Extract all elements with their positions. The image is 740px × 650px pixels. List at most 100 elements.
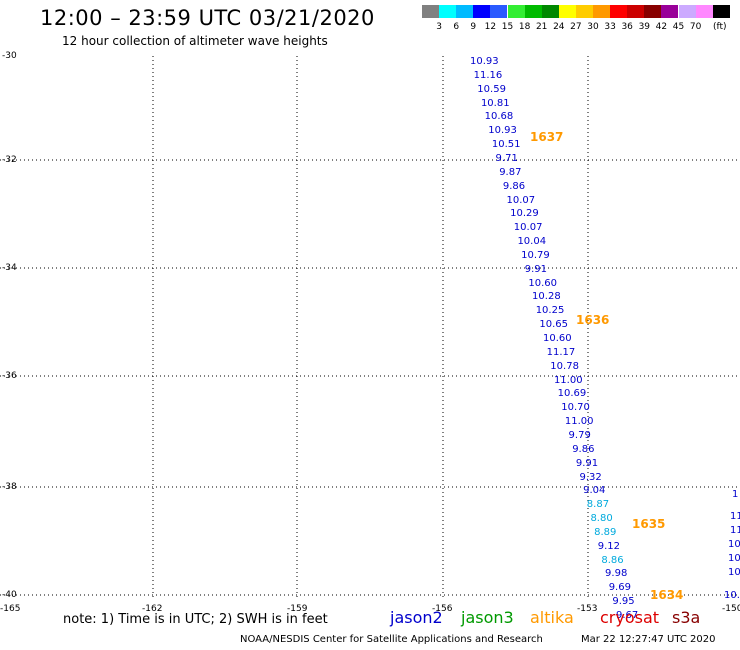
color-swatch: [422, 5, 439, 18]
wave-height-value: 10.25: [535, 305, 565, 317]
edge-wave-value: 1: [732, 489, 739, 500]
color-scale-tick: 33: [604, 22, 616, 32]
wave-height-value: 10.07: [506, 194, 536, 206]
color-scale-tick: 27: [570, 22, 582, 32]
color-swatch: [610, 5, 628, 18]
longitude-label: -165: [0, 604, 21, 614]
color-scale-tick: 24: [553, 22, 565, 32]
wave-height-value: 10.28: [532, 291, 561, 303]
edge-wave-value: 10: [728, 553, 740, 564]
edge-wave-value: 10.3: [724, 590, 740, 601]
wave-height-value: 8.86: [601, 554, 624, 566]
wave-height-value: 11.17: [546, 346, 576, 358]
wave-height-value: 9.91: [575, 457, 599, 469]
longitude-label: -150: [722, 604, 740, 614]
wave-height-value: 10.81: [480, 97, 510, 109]
wave-height-value: 11.00: [564, 416, 594, 428]
wave-height-value: 10.93: [470, 56, 499, 67]
latitude-label: -40: [2, 590, 17, 600]
color-swatch: [712, 5, 730, 18]
wave-height-value: 10.68: [484, 111, 514, 123]
wave-height-value: 9.98: [605, 568, 628, 580]
color-swatch: [541, 5, 559, 18]
wave-height-value: 9.32: [579, 471, 602, 483]
wave-height-value: 10.70: [561, 402, 590, 414]
wave-height-value: 9.95: [612, 596, 635, 608]
satellite-label: jason3: [461, 608, 514, 627]
color-swatch: [439, 5, 457, 18]
wave-height-value: 9.71: [495, 152, 518, 164]
color-swatch: [456, 5, 474, 18]
wave-height-value: 8.80: [590, 513, 613, 525]
wave-height-value: 9.87: [499, 166, 522, 178]
latitude-label: -30: [2, 51, 17, 61]
color-scale-tick: 39: [638, 22, 651, 32]
satellite-label: cryosat: [600, 608, 660, 627]
map-subtitle: 12 hour collection of altimeter wave hei…: [62, 34, 328, 48]
longitude-label: -156: [432, 604, 453, 614]
wave-height-value: 9.86: [502, 180, 526, 192]
color-swatch: [473, 5, 491, 18]
color-scale-tick: 36: [621, 22, 633, 32]
satellite-label: jason2: [390, 608, 443, 627]
wave-height-value: 10.79: [521, 249, 550, 261]
color-swatch: [524, 5, 542, 18]
wave-height-value: 10.59: [477, 83, 506, 95]
color-scale-tick: 45: [672, 22, 685, 32]
color-scale-tick: 42: [655, 22, 668, 32]
note-text: note: 1) Time is in UTC; 2) SWH is in fe…: [63, 612, 328, 627]
color-scale-tick: 3: [436, 22, 442, 32]
color-scale-tick: 9: [470, 22, 477, 32]
color-swatch: [490, 5, 508, 18]
color-scale-tick: 12: [484, 22, 497, 32]
footer-timestamp: Mar 22 12:27:47 UTC 2020: [581, 634, 716, 645]
wave-height-value: 9.12: [597, 540, 621, 552]
wave-height-value: 9.69: [608, 582, 631, 594]
color-swatch: [644, 5, 662, 18]
longitude-label: -153: [577, 604, 598, 614]
satellite-label: altika: [530, 608, 574, 627]
color-swatch: [678, 5, 696, 18]
time-marker: 1636: [576, 313, 610, 327]
edge-wave-value: 11: [730, 525, 740, 536]
color-scale-unit: (ft): [713, 22, 727, 32]
wave-height-value: 10.65: [539, 319, 568, 331]
latitude-label: -36: [2, 371, 17, 381]
edge-wave-value: 10: [728, 539, 740, 550]
wave-height-value: 11.00: [553, 374, 583, 386]
wave-height-value: 9.04: [583, 485, 606, 497]
wave-height-value: 10.78: [550, 360, 579, 372]
wave-height-value: 10.60: [528, 277, 558, 289]
color-scale-tick: 21: [535, 22, 548, 32]
wave-height-value: 9.91: [524, 263, 548, 275]
edge-wave-value: 11: [730, 511, 740, 522]
color-swatch: [507, 5, 525, 18]
latitude-label: -32: [2, 155, 17, 165]
wave-height-value: 9.67: [616, 610, 639, 621]
color-swatch: [575, 5, 593, 18]
map-title: 12:00 – 23:59 UTC 03/21/2020: [40, 6, 375, 30]
footer-credit: NOAA/NESDIS Center for Satellite Applica…: [240, 634, 543, 645]
satellite-label: s3a: [672, 608, 701, 627]
wave-height-value: 10.07: [513, 222, 543, 234]
color-swatch: [627, 5, 645, 18]
wave-height-value: 10.29: [510, 208, 539, 220]
latitude-label: -38: [2, 482, 17, 492]
wave-height-value: 8.89: [594, 526, 617, 538]
wave-height-value: 10.69: [557, 388, 587, 400]
color-swatch: [558, 5, 576, 18]
time-marker: 1635: [632, 517, 666, 531]
color-scale-tick: 15: [501, 22, 514, 32]
color-scale-tick: 70: [689, 22, 702, 32]
color-swatch: [593, 5, 610, 18]
wave-height-value: 10.51: [491, 139, 521, 151]
time-marker: 1634: [650, 588, 684, 602]
edge-wave-value: 10: [728, 567, 740, 578]
wave-height-value: 8.87: [586, 499, 610, 511]
wave-height-value: 9.86: [572, 443, 595, 455]
time-marker: 1637: [530, 130, 564, 144]
latitude-label: -34: [2, 263, 17, 273]
color-swatch: [661, 5, 679, 18]
longitude-label: -162: [142, 604, 163, 614]
